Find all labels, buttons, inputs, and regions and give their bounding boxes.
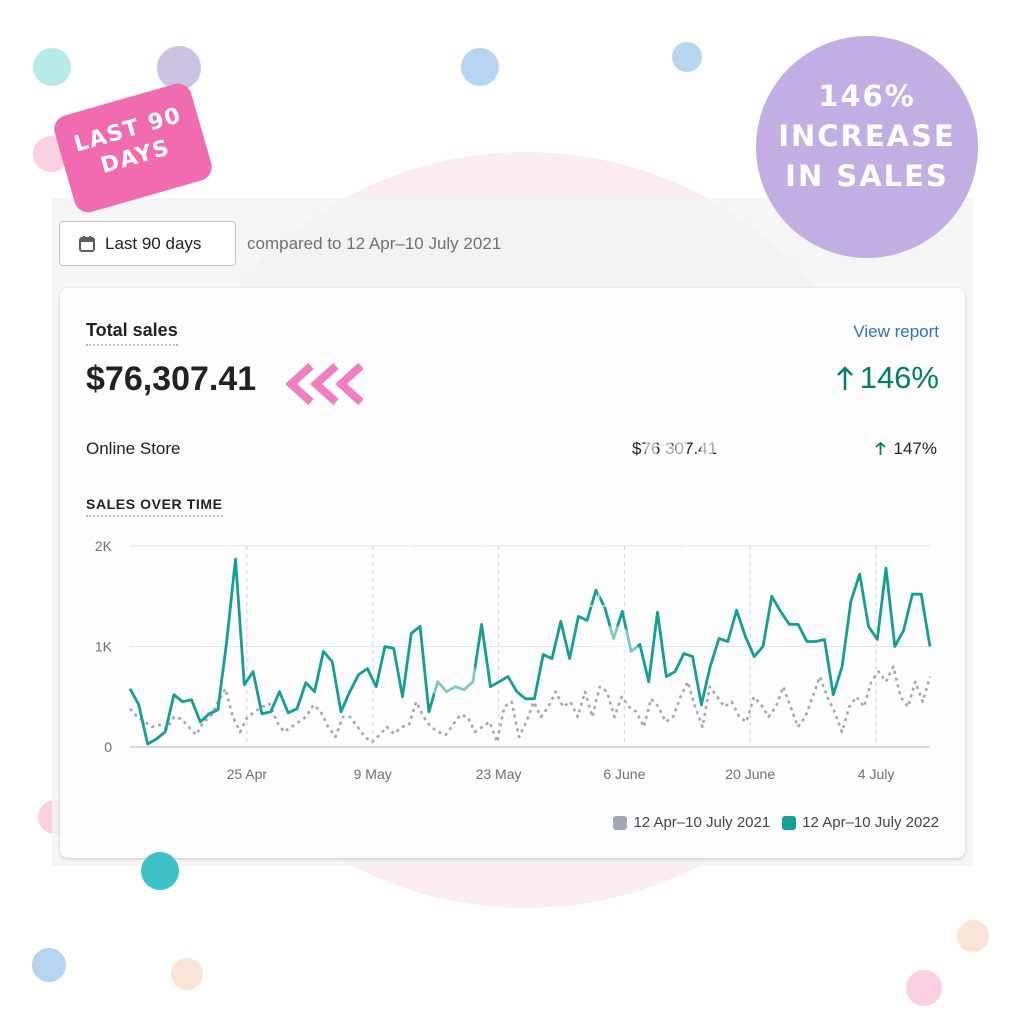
breakdown-change: 147% [874, 439, 937, 459]
last-90-days-sticker: LAST 90 DAYS [50, 80, 216, 216]
y-tick-label: 0 [104, 739, 112, 755]
cart-dot-icon [32, 948, 66, 982]
arrow-up-icon [836, 366, 853, 390]
view-report-link[interactable]: View report [853, 322, 939, 341]
x-tick-label: 6 June [603, 766, 645, 782]
calendar-icon [79, 235, 95, 252]
badge-line-3: IN SALES [785, 159, 949, 193]
x-tick-label: 4 July [858, 766, 895, 782]
card-title[interactable]: Total sales [86, 320, 178, 346]
legend-label-previous: 12 Apr–10 July 2021 [633, 814, 771, 831]
total-sales-card: Total sales View report $76,307.41 146% … [60, 288, 965, 858]
cart-dot-icon [141, 852, 179, 890]
chart-legend: 12 Apr–10 July 2021 12 Apr–10 July 2022 [601, 814, 939, 831]
total-change: 146% [836, 360, 939, 396]
cart-dot-icon [171, 958, 203, 990]
legend-swatch-current [782, 815, 797, 830]
cart-dot-icon [461, 48, 499, 86]
chevrons-left-icon [286, 363, 364, 405]
series-line-current [128, 557, 932, 746]
comparison-text: compared to 12 Apr–10 July 2021 [247, 234, 502, 253]
total-sales-value: $76,307.41 [86, 360, 257, 398]
date-range-label: Last 90 days [105, 233, 202, 253]
sales-over-time-title[interactable]: SALES OVER TIME [86, 496, 223, 517]
cart-dot-icon [672, 42, 702, 72]
badge-line-1: 146% [818, 79, 916, 113]
arrow-up-icon [874, 442, 886, 455]
breakdown-change-value: 147% [893, 439, 937, 458]
breakdown-label: Online Store [86, 439, 181, 458]
series-line-previous [129, 665, 932, 744]
x-tick-label: 9 May [354, 766, 392, 782]
legend-item-previous[interactable]: 12 Apr–10 July 2021 [613, 814, 770, 831]
increase-badge: 146% INCREASE IN SALES [756, 36, 978, 258]
sales-over-time-chart: 0 1K 2K 25 Apr 9 May 23 May 6 June 20 June 4 Jul… [95, 538, 932, 782]
legend-label-current: 12 Apr–10 July 2022 [802, 814, 939, 831]
total-change-value: 146% [859, 360, 939, 395]
badge-line-2: INCREASE [778, 119, 956, 153]
y-tick-label: 2K [95, 538, 113, 554]
x-tick-label: 23 May [476, 766, 522, 782]
legend-swatch-previous [613, 815, 628, 830]
date-range-button[interactable]: Last 90 days [59, 221, 236, 266]
x-tick-label: 20 June [725, 766, 775, 782]
cart-dot-icon [906, 970, 942, 1006]
x-tick-label: 25 Apr [227, 766, 268, 782]
legend-item-current[interactable]: 12 Apr–10 July 2022 [782, 814, 939, 831]
cart-dot-icon [957, 920, 989, 952]
cart-dot-icon [33, 48, 71, 86]
y-tick-label: 1K [95, 639, 113, 655]
